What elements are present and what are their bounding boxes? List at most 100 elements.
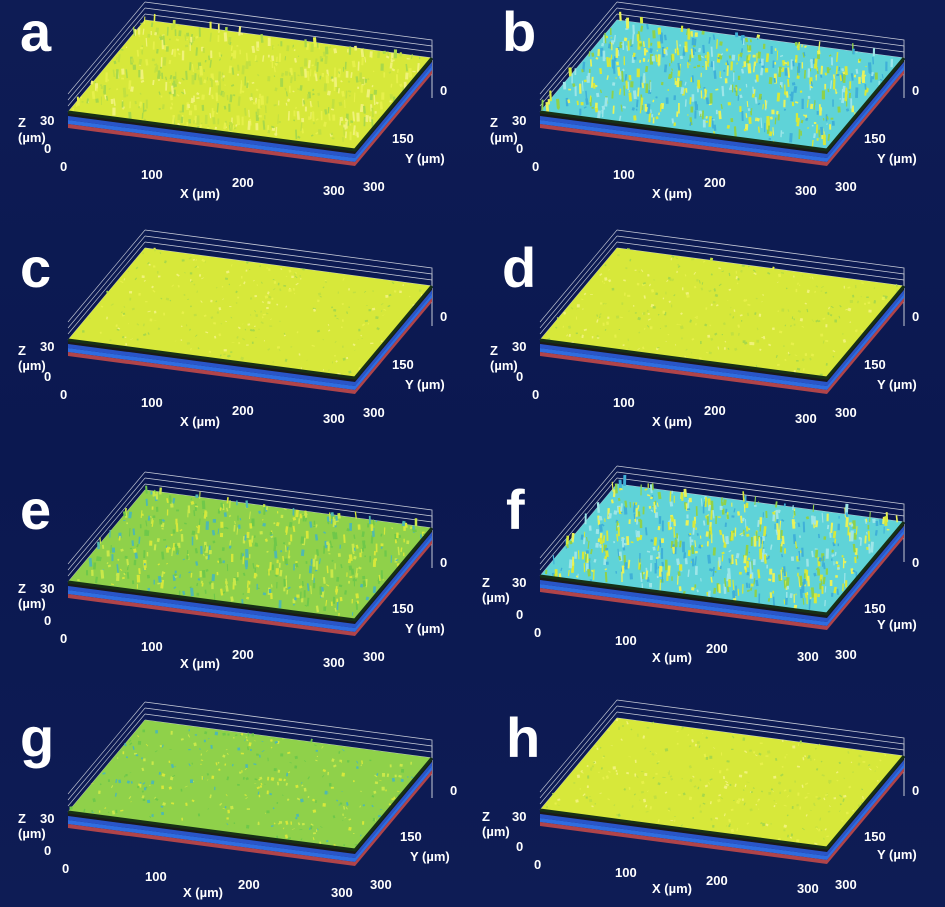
box-grid-line <box>539 477 618 571</box>
surface-texture <box>261 316 264 319</box>
surface-texture <box>623 37 628 42</box>
surface-texture <box>113 60 117 65</box>
surface-texture <box>323 121 327 127</box>
surface-texture <box>760 67 764 76</box>
surface-texture <box>248 60 252 67</box>
surface-texture <box>704 497 708 507</box>
surface-texture <box>200 300 203 303</box>
surface-texture <box>855 526 858 535</box>
surface-texture <box>650 303 655 308</box>
surface-texture <box>603 282 606 284</box>
surface-texture <box>736 282 739 285</box>
surface-texture <box>719 41 723 46</box>
surface-texture <box>598 524 603 532</box>
surface-texture <box>326 516 330 523</box>
surface-texture <box>737 324 741 328</box>
surface-texture <box>797 309 802 313</box>
substrate-layer <box>540 584 827 626</box>
x-tick-300: 300 <box>331 885 353 900</box>
surface-texture <box>285 531 288 536</box>
surface-texture <box>190 97 194 104</box>
surface-texture <box>617 548 620 557</box>
surface-texture <box>679 55 684 60</box>
surface-texture <box>822 317 826 321</box>
surface-texture <box>315 131 319 135</box>
surface-texture <box>275 521 280 527</box>
surface-texture <box>803 51 806 57</box>
box-grid-line <box>67 229 146 323</box>
y-tick-150: 150 <box>392 131 414 146</box>
surface-texture <box>310 585 312 595</box>
z-tick-30: 30 <box>512 339 527 354</box>
surface-texture <box>757 569 761 579</box>
surface-texture <box>757 51 762 59</box>
surface-texture <box>856 300 860 304</box>
surface-texture <box>676 742 679 745</box>
surface-texture <box>254 542 258 547</box>
surface-texture <box>755 531 758 542</box>
surface-texture <box>669 775 673 778</box>
surface-texture <box>252 328 256 332</box>
surface-plot-b <box>539 1 906 166</box>
surface-texture <box>271 55 275 62</box>
surface-texture <box>743 299 746 302</box>
surface-texture <box>245 260 249 264</box>
surface-texture <box>648 112 652 123</box>
surface-texture <box>348 306 350 308</box>
surface-texture <box>653 795 658 800</box>
surface-texture <box>410 54 413 59</box>
surface-texture <box>783 61 788 65</box>
surface-texture <box>638 331 641 334</box>
box-grid-line <box>144 229 433 326</box>
surface-texture <box>698 544 702 549</box>
y-tick-0: 0 <box>912 783 920 798</box>
surface-texture <box>206 76 209 81</box>
surface-texture <box>764 99 767 109</box>
surface-texture <box>218 306 222 311</box>
surface-texture <box>878 519 883 526</box>
y-tick-0: 0 <box>912 309 920 324</box>
surface-texture <box>377 51 381 59</box>
surface-texture <box>767 271 771 275</box>
surface-texture <box>637 87 640 97</box>
surface-texture <box>804 755 807 758</box>
surface-texture <box>650 496 654 500</box>
surface-texture <box>411 528 414 533</box>
surface-texture <box>617 497 621 502</box>
surface-texture <box>171 284 174 287</box>
surface-texture <box>800 119 804 124</box>
surface-texture <box>262 522 267 527</box>
x-tick-200: 200 <box>232 403 254 418</box>
surface-texture <box>708 116 712 127</box>
surface-texture <box>689 778 693 783</box>
surface-texture <box>700 55 704 59</box>
surface-texture <box>359 103 364 113</box>
surface-texture <box>669 278 673 282</box>
surface-texture <box>817 557 821 567</box>
surface-texture <box>839 304 842 308</box>
surface-texture <box>770 544 773 550</box>
surface-texture <box>230 56 233 61</box>
surface-texture <box>370 535 374 544</box>
surface-texture <box>835 771 839 774</box>
surface-texture <box>634 502 638 506</box>
surface-texture <box>763 554 767 564</box>
surface-texture <box>717 346 720 350</box>
surface-texture <box>305 43 310 51</box>
x-tick-100: 100 <box>613 167 635 182</box>
surface-texture <box>722 499 727 506</box>
surface-texture <box>631 33 635 44</box>
surface-texture <box>833 586 837 594</box>
surface-texture <box>300 122 303 132</box>
surface-texture <box>596 502 600 513</box>
surface-texture <box>101 544 105 549</box>
surface-texture <box>763 526 767 537</box>
x-tick-0: 0 <box>60 387 68 402</box>
surface-texture <box>804 592 808 598</box>
surface-texture <box>76 96 80 105</box>
z-tick-0: 0 <box>516 839 524 854</box>
surface-texture <box>802 597 805 605</box>
surface-group <box>539 699 906 864</box>
surface-texture <box>598 543 602 549</box>
surface-texture <box>102 90 106 94</box>
